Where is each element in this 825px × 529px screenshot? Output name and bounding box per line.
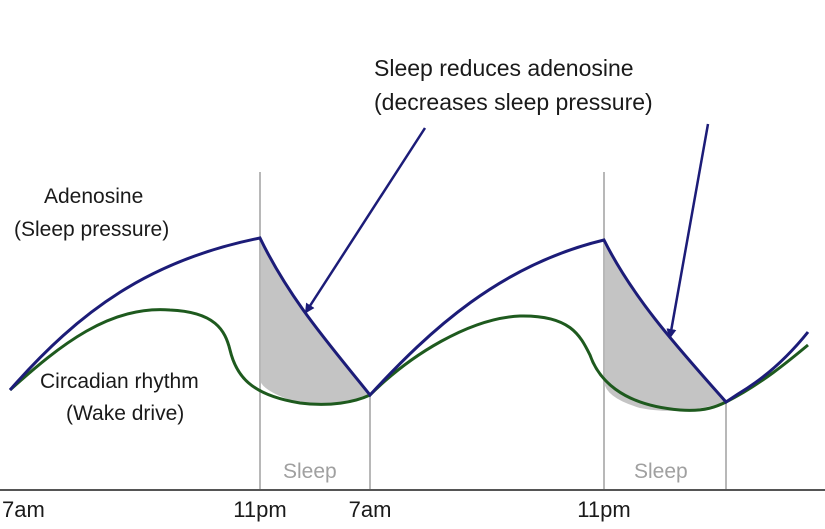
circadian-rhythm-curve xyxy=(8,308,809,412)
annotation-line-2: (decreases sleep pressure) xyxy=(374,89,653,115)
sleep-period-label-2: Sleep xyxy=(634,460,688,483)
sleep-shading-1 xyxy=(260,240,370,404)
adenosine-label-line-1: Adenosine xyxy=(44,185,143,208)
annotation-line-1: Sleep reduces adenosine xyxy=(374,55,634,81)
annotation-arrow-2 xyxy=(666,123,710,339)
annotation-arrow-1 xyxy=(304,127,427,314)
circadian-label-line-1: Circadian rhythm xyxy=(40,370,199,393)
sleep-period-label-1: Sleep xyxy=(283,460,337,483)
time-tick-label: 11pm xyxy=(577,497,630,522)
time-tick-label: 7am xyxy=(349,497,392,522)
adenosine-label-line-2: (Sleep pressure) xyxy=(14,218,169,241)
time-tick-label: 7am xyxy=(2,497,45,522)
time-tick-label: 11pm xyxy=(233,497,286,522)
circadian-label-line-2: (Wake drive) xyxy=(66,402,184,425)
adenosine-curve xyxy=(8,236,810,404)
sleep-shading-2 xyxy=(604,240,726,411)
